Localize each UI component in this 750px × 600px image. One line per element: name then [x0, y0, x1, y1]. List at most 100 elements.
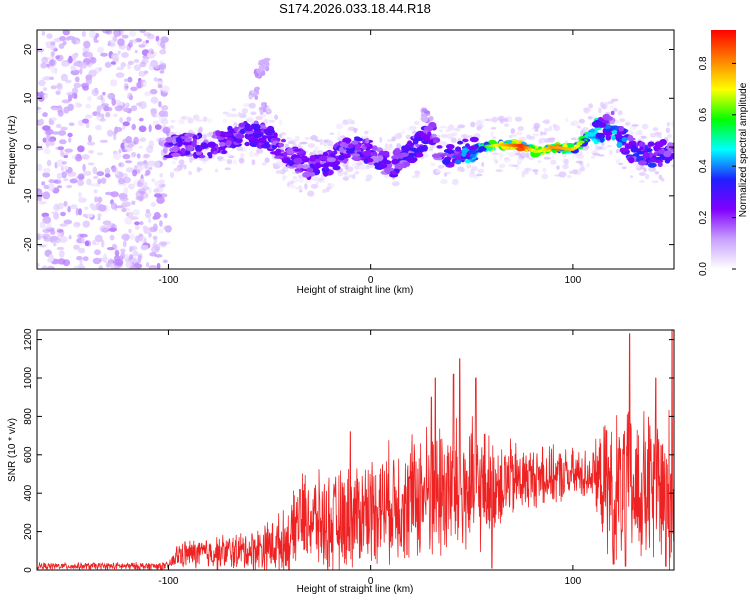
halo-speckle — [316, 150, 324, 156]
ridge-blob — [624, 143, 632, 150]
ridge-blob — [398, 153, 404, 159]
halo-speckle — [379, 136, 383, 143]
halo-speckle — [348, 118, 352, 125]
noise-speckle — [116, 66, 125, 71]
noise-speckle — [57, 130, 67, 136]
halo-speckle — [583, 107, 590, 114]
halo-speckle — [490, 127, 497, 130]
ridge-blob — [293, 157, 303, 164]
noise-speckle — [55, 159, 65, 167]
noise-speckle — [140, 244, 149, 251]
noise-speckle — [39, 118, 44, 126]
noise-speckle — [40, 62, 47, 69]
ridge-blob — [619, 147, 628, 153]
halo-speckle — [558, 171, 567, 178]
feature-blob — [254, 86, 260, 91]
halo-speckle — [556, 165, 560, 170]
noise-speckle — [72, 87, 79, 95]
halo-speckle — [447, 133, 454, 140]
ridge-blob — [306, 167, 314, 173]
ridge-blob — [245, 130, 254, 135]
halo-speckle — [389, 143, 393, 148]
halo-speckle — [335, 123, 344, 130]
noise-speckle — [37, 234, 41, 241]
noise-speckle — [56, 185, 63, 189]
halo-speckle — [312, 149, 317, 155]
noise-speckle — [113, 30, 121, 37]
halo-speckle — [671, 164, 674, 168]
noise-speckle — [130, 233, 136, 241]
ridge-blob — [638, 141, 646, 148]
halo-speckle — [603, 105, 608, 110]
halo-speckle — [534, 172, 538, 175]
noise-speckle — [57, 110, 64, 117]
ridge-blob — [628, 156, 635, 164]
x-tick-label: 0 — [368, 576, 374, 587]
noise-speckle — [43, 167, 51, 173]
noise-speckle — [126, 116, 132, 122]
ridge-blob — [377, 161, 383, 167]
feature-blob — [265, 66, 270, 72]
noise-speckle — [41, 181, 46, 186]
halo-speckle — [498, 163, 506, 169]
halo-speckle — [304, 183, 308, 190]
halo-speckle — [567, 174, 572, 179]
feature-blob — [610, 110, 615, 116]
noise-speckle — [134, 221, 140, 226]
noise-speckle — [122, 176, 131, 184]
y-tick-label: 0 — [23, 144, 34, 150]
noise-speckle — [111, 165, 117, 173]
noise-speckle — [115, 171, 120, 176]
noise-speckle — [105, 112, 111, 118]
halo-speckle — [319, 138, 323, 146]
colorbar-gradient — [711, 30, 736, 269]
halo-speckle — [666, 133, 673, 139]
ridge-blob — [363, 158, 369, 164]
ridge-blob — [296, 163, 304, 169]
halo-speckle — [354, 171, 360, 175]
halo-speckle — [510, 134, 517, 138]
ridge-blob — [469, 145, 478, 151]
noise-speckle — [147, 160, 157, 167]
noise-speckle — [125, 136, 133, 144]
halo-speckle — [225, 154, 232, 157]
noise-speckle — [77, 247, 86, 254]
halo-speckle — [231, 108, 236, 112]
noise-speckle — [128, 228, 132, 234]
ridge-blob — [394, 163, 404, 170]
ridge-blob — [195, 148, 203, 152]
halo-speckle — [216, 156, 224, 160]
noise-speckle — [93, 175, 99, 180]
halo-speckle — [624, 121, 631, 126]
noise-speckle — [59, 36, 66, 41]
ridge-blob — [171, 146, 179, 153]
noise-speckle — [37, 142, 40, 147]
halo-speckle — [571, 120, 579, 127]
halo-speckle — [491, 152, 500, 155]
ridge-blob — [639, 146, 644, 151]
halo-speckle — [571, 169, 578, 175]
noise-speckle — [122, 121, 130, 127]
halo-speckle — [275, 170, 281, 175]
noise-speckle — [98, 265, 103, 269]
noise-speckle — [132, 169, 138, 177]
noise-speckle — [129, 94, 133, 101]
noise-speckle — [101, 227, 108, 233]
noise-speckle — [52, 131, 60, 135]
noise-speckle — [132, 250, 139, 257]
noise-speckle — [50, 235, 59, 241]
halo-speckle — [327, 183, 336, 188]
halo-speckle — [285, 137, 292, 141]
ridge-blob — [355, 144, 361, 151]
ridge-blob — [642, 151, 650, 159]
noise-speckle — [113, 132, 117, 141]
noise-speckle — [68, 137, 72, 143]
halo-speckle — [476, 173, 483, 177]
halo-speckle — [177, 118, 185, 124]
halo-speckle — [610, 99, 615, 103]
ridge-blob — [461, 151, 467, 157]
halo-speckle — [648, 167, 653, 172]
halo-speckle — [394, 133, 403, 140]
halo-speckle — [597, 146, 603, 150]
